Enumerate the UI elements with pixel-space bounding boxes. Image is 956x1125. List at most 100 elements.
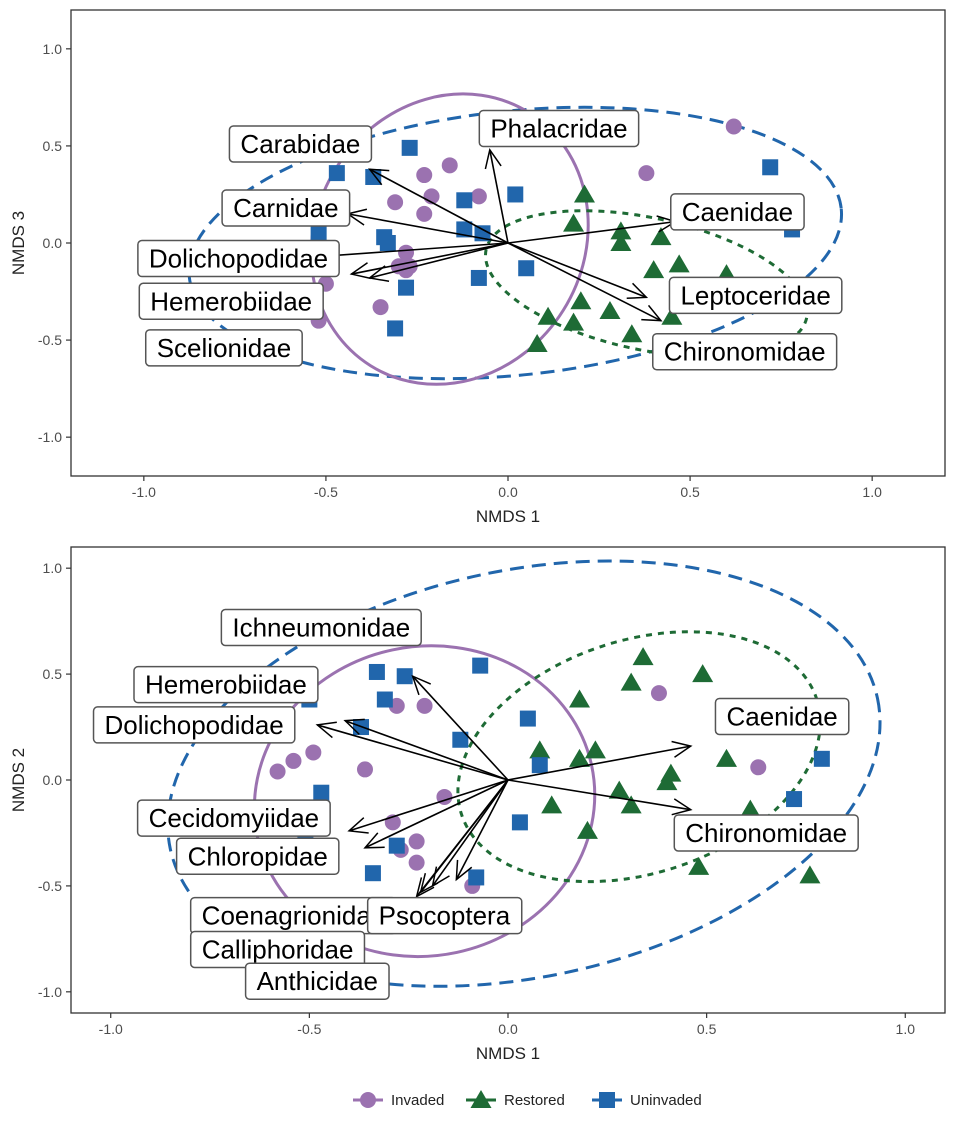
uninvaded-point [364, 865, 381, 882]
uninvaded-point [398, 279, 415, 296]
vector-arrow [507, 215, 678, 244]
vector-label: Chironomidae [673, 814, 859, 852]
invaded-point [750, 759, 767, 776]
nmds-panel-bottom: Ichneumonidae Hemerobiidae Dolichopodidae C… [9, 546, 946, 1063]
legend-item-invaded: Invaded [353, 1092, 444, 1109]
vector-arrow [415, 779, 509, 898]
vector-label: Coenagrionidae [189, 896, 398, 935]
vector-arrow [349, 242, 509, 280]
invaded-point [398, 244, 415, 261]
y-tick-label: 1.0 [43, 41, 63, 57]
invaded-point [470, 188, 487, 205]
restored-point [537, 306, 559, 325]
vector-label-box [228, 125, 373, 163]
vector-label-text: Dolichopodidae [149, 244, 328, 274]
restored-point [569, 748, 591, 767]
vector-arrow [367, 168, 509, 244]
vector-label-box [673, 814, 859, 852]
vector-label: Scelionidae [144, 329, 303, 367]
vector-label-text: Carnidae [233, 193, 339, 223]
restored-point [620, 795, 642, 814]
vector-label-text: Cecidomyiidae [149, 803, 320, 833]
uninvaded-point [456, 221, 473, 238]
y-tick-label: -0.5 [38, 878, 62, 894]
x-tick-label: -0.5 [314, 484, 338, 500]
x-tick-label: 1.0 [896, 1021, 916, 1037]
invaded-point [441, 157, 458, 174]
vector-arrow [347, 779, 509, 834]
vector-arrow [507, 779, 693, 816]
vector-label-text: Hemerobiidae [150, 286, 312, 316]
restored-point [529, 740, 551, 759]
uninvaded-point [376, 691, 393, 708]
legend-label: Restored [504, 1092, 565, 1109]
uninvaded-point [518, 260, 535, 277]
invaded-point [650, 685, 667, 702]
restored-point [661, 306, 683, 325]
uninvaded-point [786, 791, 803, 808]
uninvaded-point [762, 159, 779, 176]
vector-arrow [507, 242, 649, 299]
vector-label-text: Chloropidae [188, 841, 328, 871]
vector-label-text: Calliphoridae [202, 934, 354, 964]
vector-arrow [507, 242, 663, 322]
vector-label-text: Chironomidae [685, 818, 847, 848]
x-tick-label: -1.0 [99, 1021, 123, 1037]
vector-label: Phalacridae [478, 109, 640, 148]
vector-label-text: Caenidae [682, 197, 793, 227]
y-tick-label: -1.0 [38, 429, 62, 445]
vector-arrow [431, 779, 509, 888]
x-tick-label: 0.0 [498, 484, 518, 500]
vector-label-text: Carabidae [240, 129, 360, 159]
vector-label-text: Coenagrionidae [202, 901, 386, 931]
vector-label: Hemerobiidae [138, 282, 324, 320]
vector-label-text: Anthicidae [257, 966, 378, 996]
uninvaded-point [368, 663, 385, 680]
vector-label-text: Dolichopodidae [105, 710, 284, 740]
vector-arrow [316, 242, 509, 264]
x-tick-label: -1.0 [132, 484, 156, 500]
vector-label: Cecidomyiidae [136, 799, 331, 837]
y-tick-label: 0.5 [43, 138, 63, 154]
y-tick-label: 0.0 [43, 772, 63, 788]
x-tick-label: 0.0 [498, 1021, 518, 1037]
vector-label: Carabidae [228, 125, 373, 163]
vector-arrow [343, 718, 509, 781]
legend-label: Uninvaded [630, 1092, 702, 1109]
vector-arrow [507, 740, 693, 781]
restored-point [573, 184, 595, 203]
vector-label: Caenidae [714, 697, 850, 736]
vector-label-text: Leptoceridae [680, 280, 830, 310]
uninvaded-point [328, 165, 345, 182]
vector-label: Carnidae [221, 189, 351, 227]
vector-label-box [244, 962, 390, 1000]
uninvaded-ellipse [166, 559, 882, 988]
uninvaded-point [813, 750, 830, 767]
vector-label: Calliphoridae [189, 930, 366, 969]
vector-label-box [136, 799, 331, 837]
legend-item-uninvaded: Uninvaded [592, 1092, 702, 1109]
vector-label-box [138, 282, 324, 320]
restored-point [668, 254, 690, 273]
vector-label-box [670, 193, 805, 231]
restored-point [563, 312, 585, 331]
restored-point [650, 227, 672, 246]
nmds-panel-top: Phalacridae Carabidae Carnidae Caenidae Doli… [9, 9, 946, 526]
vector-label: Psocoptera [366, 896, 523, 935]
vector-arrow [484, 147, 509, 244]
y-tick-label: -0.5 [38, 332, 62, 348]
uninvaded-point [310, 225, 327, 242]
x-axis-title: NMDS 1 [476, 1044, 540, 1063]
uninvaded-point [313, 784, 330, 801]
y-axis-title: NMDS 3 [9, 211, 28, 275]
invaded-point [416, 167, 433, 184]
vector-label: Caenidae [670, 193, 805, 231]
uninvaded-point [387, 320, 404, 337]
restored-point [576, 820, 598, 839]
restored-point [656, 772, 678, 791]
restored-point [620, 672, 642, 691]
vector-label-box [144, 329, 303, 367]
vector-label-text: Ichneumonidae [232, 612, 410, 642]
restored-point [610, 221, 632, 240]
restored-point [643, 260, 665, 279]
